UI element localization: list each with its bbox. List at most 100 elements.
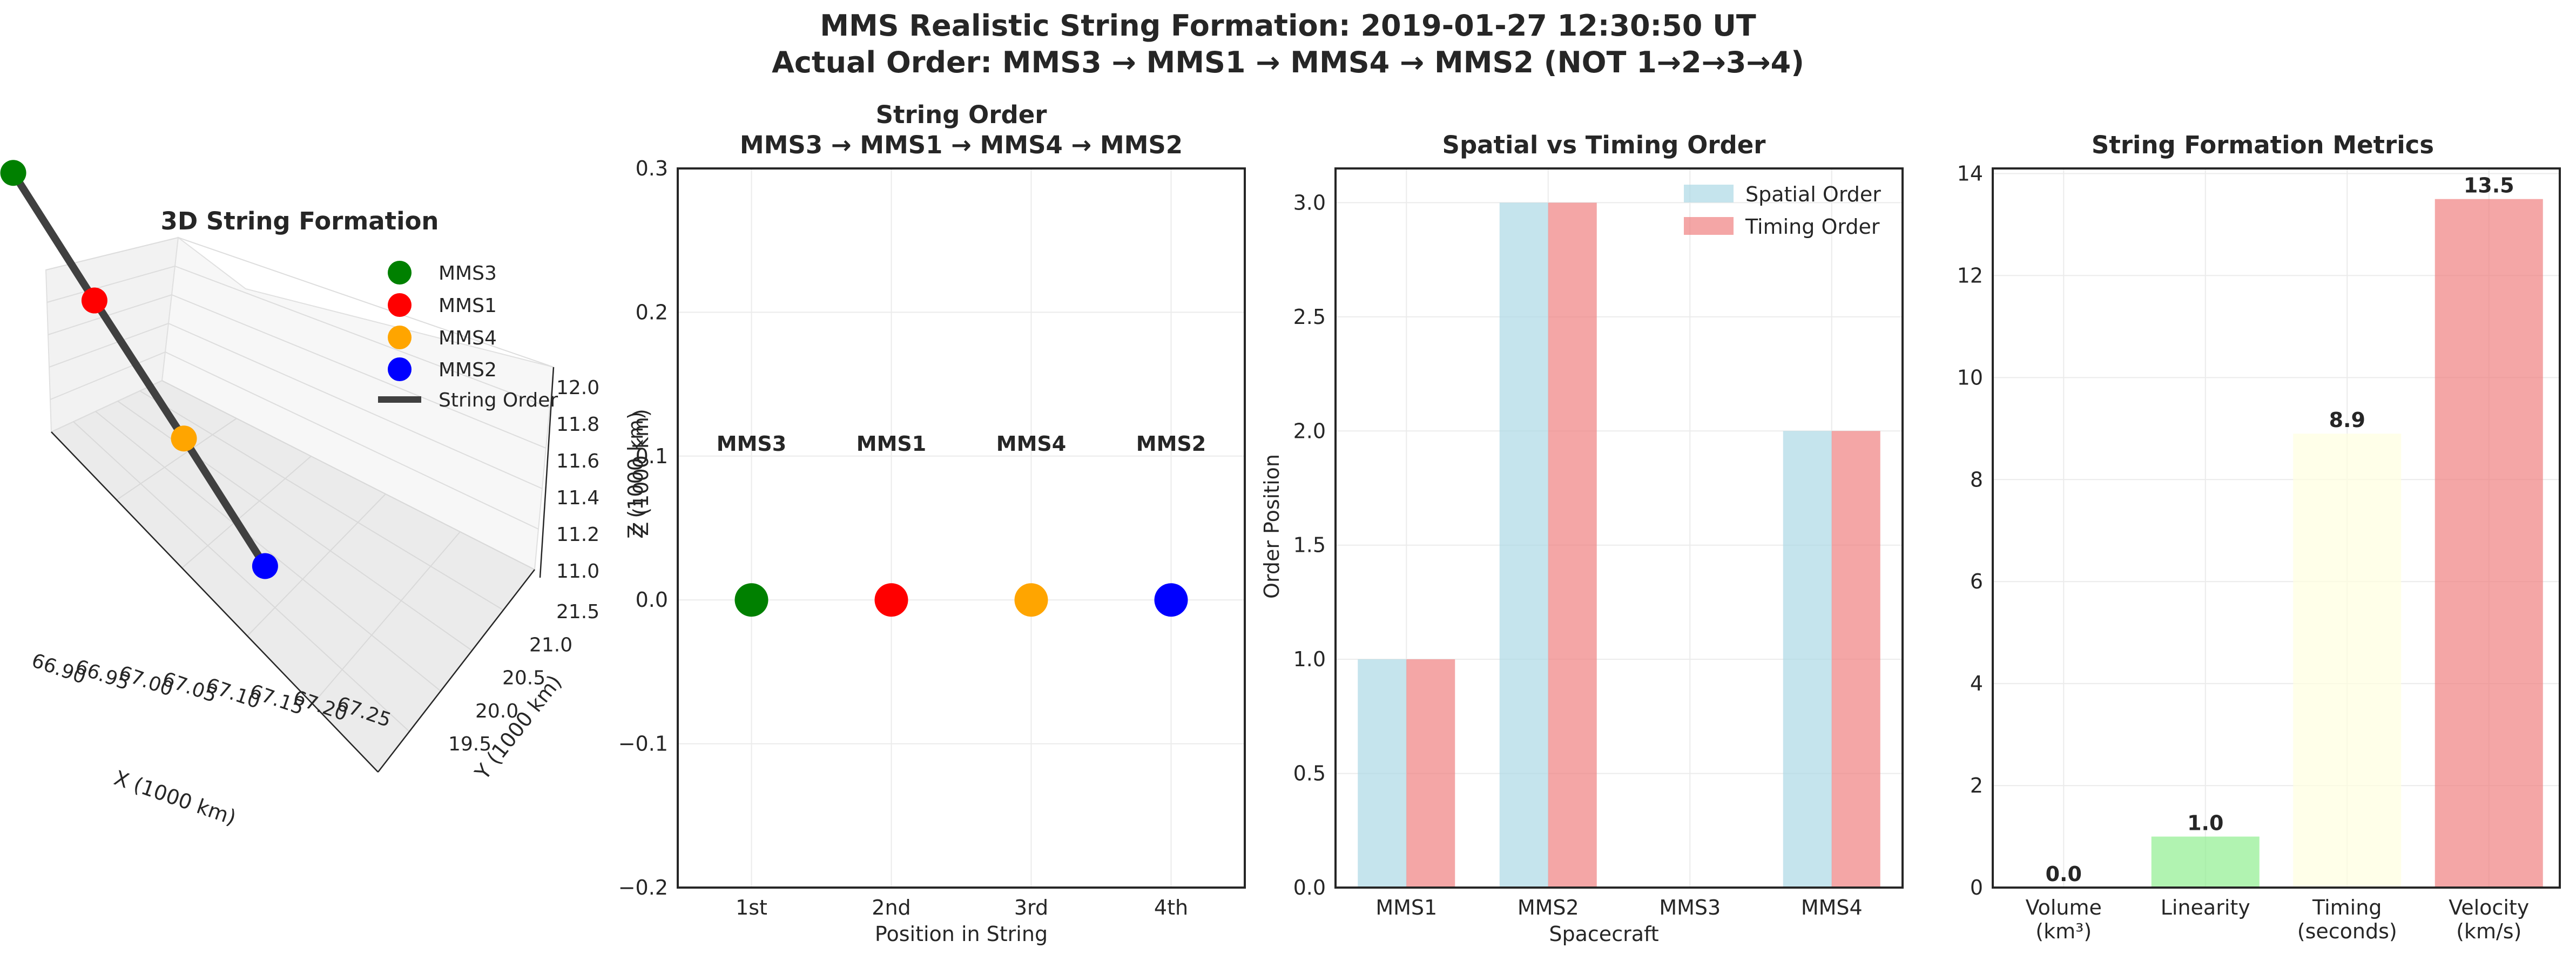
x-tick-label: MMS3 bbox=[1659, 896, 1721, 919]
frame-spatial-timing bbox=[1334, 167, 1904, 889]
point-3d-mms1 bbox=[81, 287, 107, 314]
y-tick-label: 2.0 bbox=[1293, 419, 1326, 443]
metric-value-label: 1.0 bbox=[2187, 811, 2223, 835]
floor-gridline bbox=[139, 390, 504, 611]
x-axis-label-3d: X (1000 km) bbox=[111, 766, 239, 830]
legend-label-mms2: MMS2 bbox=[439, 359, 497, 381]
x-tick-label-unit: (km³) bbox=[2035, 919, 2092, 943]
y-tick-label: 1.5 bbox=[1293, 533, 1326, 557]
x-tick-label: MMS1 bbox=[1375, 896, 1437, 919]
x-axis-label-spatial-timing: Spacecraft bbox=[1549, 922, 1658, 946]
panel-spatial-timing-title: Spatial vs Timing Order bbox=[1442, 131, 1766, 159]
x-tick-label: 4th bbox=[1154, 896, 1188, 919]
legend-label-spatial: Spatial Order bbox=[1745, 182, 1881, 206]
x-tick-label: 2nd bbox=[872, 896, 911, 919]
legend-3d: MMS3 MMS1 MMS4 MMS2 String Order bbox=[378, 261, 558, 411]
z-tick-label-3d: 11.4 bbox=[556, 487, 599, 509]
z-tick-label-3d: 11.2 bbox=[556, 524, 599, 546]
x-axis-label-string-order: Position in String bbox=[875, 922, 1048, 946]
y-axis-line bbox=[377, 569, 535, 773]
y-tick-label-3d: 21.0 bbox=[529, 634, 572, 656]
suptitle-line2: Actual Order: MMS3 → MMS1 → MMS4 → MMS2 … bbox=[772, 45, 1804, 79]
point-mms3 bbox=[734, 583, 768, 617]
point-label-mms1: MMS1 bbox=[857, 432, 926, 456]
panel-spatial-timing: Spatial vs Timing Order 0.0 0.5 1.0 1.5 2.0 2… bbox=[1260, 131, 1904, 946]
ticks-string-order: −0.2 −0.1 0.0 0.1 0.2 0.3 1st 2nd 3rd 4th bbox=[618, 157, 1188, 919]
floor-gridline bbox=[247, 493, 386, 637]
y-tick-label: −0.2 bbox=[618, 876, 668, 899]
y-tick-label: 8 bbox=[1970, 468, 1983, 491]
string-3d-data bbox=[0, 160, 278, 579]
panel-string-order-title: String Order bbox=[876, 100, 1048, 129]
x-tick-label: Velocity bbox=[2449, 896, 2529, 919]
legend-swatch-spatial bbox=[1684, 185, 1734, 202]
legend-label-mms1: MMS1 bbox=[439, 295, 497, 317]
legend-marker-mms4 bbox=[388, 326, 412, 349]
y-tick-label: 0.0 bbox=[1293, 876, 1326, 899]
z-tick-label-3d: 11.8 bbox=[556, 414, 599, 436]
back-gridline bbox=[174, 266, 550, 408]
pane-grid bbox=[45, 237, 554, 773]
metric-bar-velocity bbox=[2435, 199, 2543, 888]
metric-value-label: 8.9 bbox=[2329, 408, 2365, 432]
point-mms4 bbox=[1014, 583, 1048, 617]
legend-marker-mms1 bbox=[388, 293, 412, 317]
back-gridline bbox=[165, 351, 539, 530]
legend-label-timing: Timing Order bbox=[1745, 215, 1880, 239]
legend-label-mms4: MMS4 bbox=[439, 327, 497, 349]
spatial-bar-mms2 bbox=[1499, 202, 1548, 888]
back-gridline bbox=[171, 294, 547, 449]
legend-marker-mms2 bbox=[388, 357, 412, 381]
point-3d-mms4 bbox=[171, 425, 197, 452]
point-mms2 bbox=[1154, 583, 1188, 617]
panel-3d-title: 3D String Formation bbox=[161, 207, 439, 235]
floor-gridline bbox=[161, 380, 535, 570]
x-tick-label: 1st bbox=[736, 896, 767, 919]
x-tick-label: Timing bbox=[2312, 896, 2382, 919]
frame-metrics bbox=[1992, 167, 2561, 889]
string-order-line-3d bbox=[10, 171, 268, 569]
z-tick-label-3d: 11.6 bbox=[556, 450, 599, 472]
y-tick-label: 0 bbox=[1970, 876, 1983, 899]
y-tick-label: 0.2 bbox=[636, 300, 668, 324]
ticks-spatial-timing: 0.0 0.5 1.0 1.5 2.0 2.5 3.0 MMS1 MMS2 MMS3 MMS4 bbox=[1293, 191, 1863, 919]
panel-string-order: String Order MMS3 → MMS1 → MMS4 → MMS2 −… bbox=[618, 100, 1246, 946]
metric-bar-timing bbox=[2293, 434, 2402, 888]
floor-gridline bbox=[73, 421, 410, 732]
y-axis-label-spatial-timing: Order Position bbox=[1260, 454, 1284, 599]
suptitle-line1: MMS Realistic String Formation: 2019-01-… bbox=[820, 9, 1756, 43]
side-gridline bbox=[46, 266, 176, 303]
floor-gridline bbox=[95, 411, 441, 692]
legend-swatch-timing bbox=[1684, 217, 1734, 235]
y-tick-label: 1.0 bbox=[1293, 647, 1326, 671]
metrics-data: 0.0 1.0 8.9 13.5 bbox=[2046, 174, 2543, 888]
spatial-timing-data bbox=[1358, 202, 1880, 888]
grid-string-order bbox=[678, 168, 1245, 888]
timing-bar-mms2 bbox=[1548, 202, 1597, 888]
floor-gridline bbox=[181, 456, 312, 569]
floor-gridline bbox=[116, 418, 237, 500]
y-tick-label-3d: 20.5 bbox=[502, 667, 545, 689]
y-tick-label: −0.1 bbox=[618, 732, 668, 756]
y-tick-label: 6 bbox=[1970, 570, 1983, 593]
legend-marker-mms3 bbox=[388, 261, 412, 285]
y-tick-label-3d: 21.5 bbox=[556, 601, 599, 623]
point-3d-mms2 bbox=[252, 553, 278, 579]
x-tick-label: Linearity bbox=[2161, 896, 2250, 919]
side-gridline bbox=[49, 323, 169, 368]
x-tick-label: MMS4 bbox=[1801, 896, 1863, 919]
panel-metrics: String Formation Metrics 0 2 4 6 8 10 12 14 Volu… bbox=[1957, 131, 2561, 943]
point-label-mms3: MMS3 bbox=[717, 432, 786, 456]
y-tick-label: 10 bbox=[1957, 366, 1983, 389]
y-tick-label-3d: 20.0 bbox=[475, 700, 518, 722]
x-axis-line bbox=[51, 431, 379, 773]
z-axis-label-3d: Z (1000 km) bbox=[624, 411, 648, 539]
floor-gridline bbox=[312, 531, 461, 705]
y-axis-label-string-order: Z (1000 km) bbox=[629, 409, 653, 536]
y-tick-label: 0.1 bbox=[636, 444, 668, 468]
y-tick-label: 14 bbox=[1957, 161, 1983, 185]
back-gridline bbox=[178, 237, 554, 368]
legend-label-mms3: MMS3 bbox=[439, 262, 497, 285]
metric-value-label: 0.0 bbox=[2046, 862, 2082, 886]
